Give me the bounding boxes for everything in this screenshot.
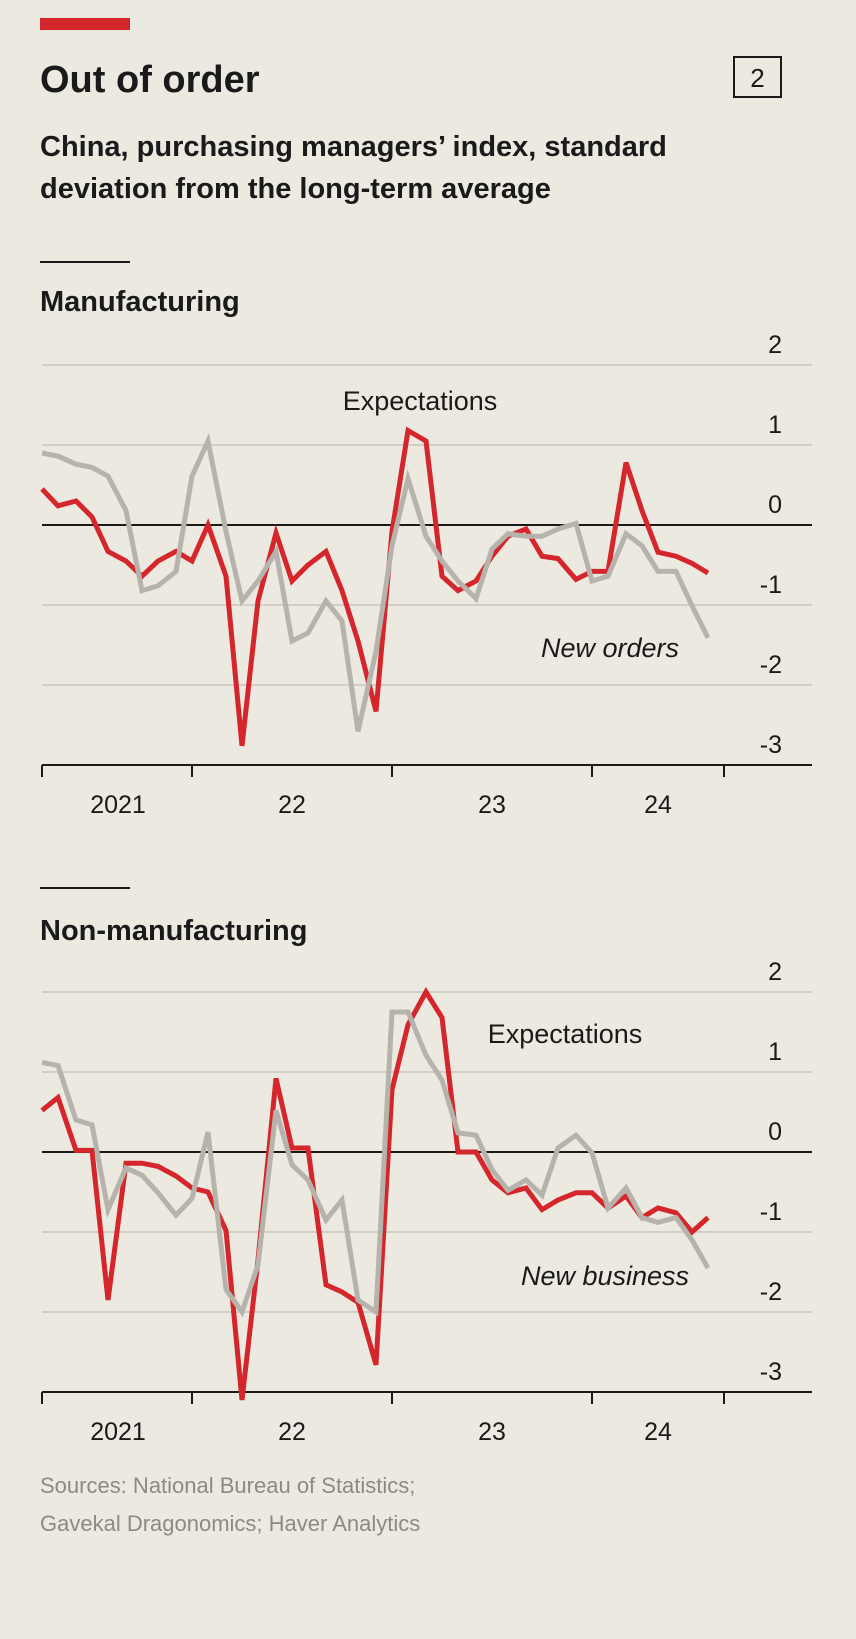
y-tick-label: -2 <box>760 651 782 679</box>
y-tick-label: -1 <box>760 571 782 599</box>
y-tick-label: -3 <box>760 731 782 759</box>
x-tick-label: 24 <box>644 791 672 819</box>
y-tick-label: -2 <box>760 1278 782 1306</box>
panel-title: Non-manufacturing <box>40 915 307 947</box>
series-line <box>41 432 711 732</box>
series-label: Expectations <box>343 386 498 416</box>
y-tick-label: -3 <box>760 1358 782 1386</box>
y-tick-label: 1 <box>768 411 782 439</box>
subtitle: China, purchasing managers’ index, stand… <box>40 131 667 163</box>
series-label: Expectations <box>488 1019 643 1049</box>
badge-box <box>733 56 782 98</box>
source: Gavekal Dragonomics; Haver Analytics <box>40 1511 420 1536</box>
y-tick-label: 2 <box>768 331 782 359</box>
source: Sources: National Bureau of Statistics; <box>40 1473 415 1498</box>
x-tick-label: 23 <box>478 1418 506 1446</box>
x-tick-label: 23 <box>478 791 506 819</box>
y-tick-label: 0 <box>768 491 782 519</box>
series-line <box>41 1009 711 1318</box>
panel-title: Manufacturing <box>40 286 240 318</box>
series-label: New business <box>521 1261 689 1291</box>
y-tick-label: 2 <box>768 958 782 986</box>
x-tick-label: 2021 <box>90 791 146 819</box>
series-line <box>40 987 710 1401</box>
x-tick-label: 24 <box>644 1418 672 1446</box>
y-tick-label: 0 <box>768 1118 782 1146</box>
series-line <box>40 426 710 747</box>
accent-bar <box>40 18 130 30</box>
y-tick-label: -1 <box>760 1198 782 1226</box>
y-tick-label: 1 <box>768 1038 782 1066</box>
x-tick-label: 22 <box>278 791 306 819</box>
x-tick-label: 22 <box>278 1418 306 1446</box>
chart-title: Out of order <box>40 59 260 101</box>
x-tick-label: 2021 <box>90 1418 146 1446</box>
series-label: New orders <box>541 633 679 663</box>
badge: 2 <box>750 63 764 93</box>
subtitle: deviation from the long-term average <box>40 173 551 205</box>
